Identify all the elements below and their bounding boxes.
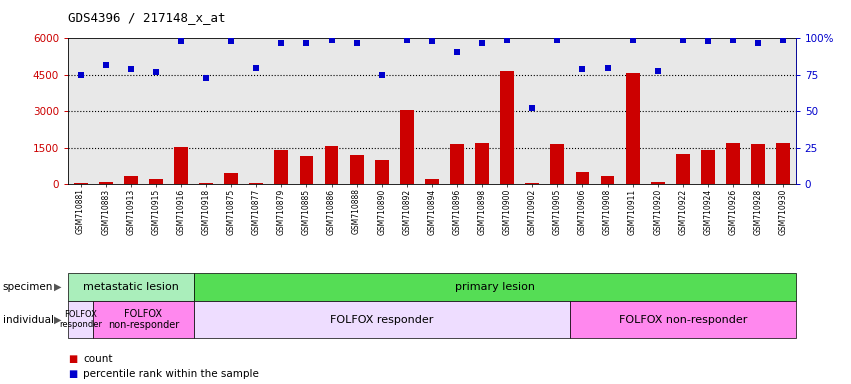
Point: [425, 38, 438, 45]
Text: ▶: ▶: [54, 282, 61, 292]
Bar: [193, 301, 570, 338]
Point: [300, 40, 313, 46]
Bar: [324, 146, 339, 184]
Bar: [99, 182, 112, 184]
Point: [500, 37, 514, 43]
Point: [726, 37, 740, 43]
Point: [751, 40, 765, 46]
Text: count: count: [83, 354, 113, 364]
Text: specimen: specimen: [3, 282, 53, 292]
Bar: [425, 179, 439, 184]
Point: [149, 69, 163, 75]
Point: [551, 37, 564, 43]
Text: FOLFOX non-responder: FOLFOX non-responder: [619, 314, 747, 325]
Point: [275, 40, 288, 46]
Text: percentile rank within the sample: percentile rank within the sample: [83, 369, 260, 379]
Bar: [300, 156, 313, 184]
Bar: [551, 144, 564, 184]
Bar: [575, 172, 590, 184]
Point: [525, 105, 539, 111]
Point: [199, 75, 213, 81]
Point: [325, 37, 339, 43]
Bar: [525, 183, 540, 184]
Bar: [350, 155, 363, 184]
Point: [350, 40, 363, 46]
Text: FOLFOX
responder: FOLFOX responder: [59, 310, 102, 329]
Text: FOLFOX responder: FOLFOX responder: [330, 314, 433, 325]
Text: ■: ■: [68, 354, 77, 364]
Bar: [676, 154, 689, 184]
Bar: [249, 183, 263, 184]
Text: individual: individual: [3, 314, 54, 325]
Point: [776, 37, 790, 43]
Text: ■: ■: [68, 369, 77, 379]
Bar: [374, 160, 389, 184]
Point: [651, 68, 665, 74]
Bar: [751, 144, 765, 184]
Point: [475, 40, 488, 46]
Point: [249, 65, 263, 71]
Bar: [174, 147, 188, 184]
Bar: [651, 182, 665, 184]
Point: [174, 38, 188, 45]
Text: primary lesion: primary lesion: [454, 282, 534, 292]
Bar: [726, 143, 740, 184]
Point: [99, 61, 112, 68]
Text: GDS4396 / 217148_x_at: GDS4396 / 217148_x_at: [68, 12, 226, 25]
Text: ▶: ▶: [54, 314, 61, 325]
Bar: [601, 176, 614, 184]
Point: [676, 37, 689, 43]
Point: [124, 66, 138, 72]
Bar: [149, 179, 163, 184]
Bar: [475, 143, 489, 184]
Bar: [776, 144, 790, 184]
Point: [701, 38, 715, 45]
Bar: [68, 273, 193, 301]
Point: [601, 65, 614, 71]
Bar: [193, 273, 796, 301]
Bar: [124, 176, 138, 184]
Bar: [274, 150, 288, 184]
Point: [450, 48, 464, 55]
Bar: [199, 183, 213, 184]
Bar: [400, 110, 414, 184]
Point: [625, 37, 639, 43]
Text: FOLFOX
non-responder: FOLFOX non-responder: [108, 309, 179, 331]
Text: metastatic lesion: metastatic lesion: [83, 282, 179, 292]
Bar: [701, 149, 715, 184]
Bar: [625, 73, 639, 184]
Bar: [450, 144, 464, 184]
Point: [74, 72, 88, 78]
Point: [225, 38, 238, 45]
Point: [375, 72, 389, 78]
Point: [400, 37, 414, 43]
Point: [575, 66, 589, 72]
Bar: [68, 301, 93, 338]
Bar: [570, 301, 796, 338]
Bar: [225, 173, 238, 184]
Bar: [93, 301, 193, 338]
Bar: [500, 71, 514, 184]
Bar: [74, 183, 88, 184]
